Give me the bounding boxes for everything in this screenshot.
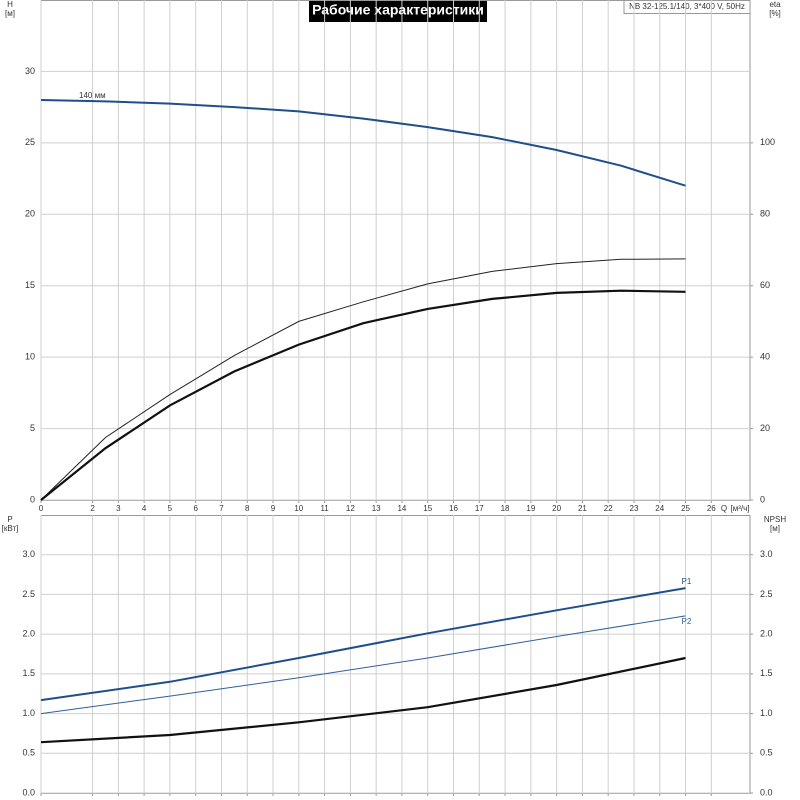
- y2-tick-label: 0.0: [760, 787, 773, 797]
- series-line: [40, 615, 686, 715]
- x-tick-label: 6: [193, 504, 198, 513]
- y-tick-label: 1.0: [22, 708, 35, 718]
- y-axis-unit: [кВт]: [2, 524, 19, 533]
- y2-tick-label: 3.0: [760, 549, 773, 559]
- series-line: [40, 99, 686, 187]
- y-tick-label: 2.5: [22, 589, 35, 599]
- y2-axis-unit: [м]: [770, 524, 780, 533]
- x-tick-label: 8: [245, 504, 250, 513]
- y-tick-label: 15: [25, 280, 35, 290]
- series-label: P1: [682, 577, 692, 586]
- y-tick-label: 3.0: [22, 549, 35, 559]
- y2-axis-label: eta: [769, 0, 781, 9]
- y-tick-label: 2.0: [22, 629, 35, 639]
- series-line: [40, 289, 686, 501]
- plot-frame: [40, 0, 751, 501]
- series-line: [40, 587, 686, 702]
- x-tick-label: 21: [578, 504, 587, 513]
- legend-text: NB 32-125.1/140, 3*400 V, 50Hz: [629, 2, 745, 11]
- y2-tick-label: 60: [760, 280, 770, 290]
- x-tick-label: 18: [501, 504, 510, 513]
- y-axis-label: H: [7, 0, 13, 9]
- x-tick-label: 13: [372, 504, 381, 513]
- y2-axis-unit: [%]: [769, 9, 781, 18]
- y-tick-label: 0: [30, 494, 35, 504]
- y2-tick-label: 2.0: [760, 629, 773, 639]
- plot-frame: [40, 515, 751, 794]
- y-axis-unit: [м]: [5, 9, 15, 18]
- y2-tick-label: 2.5: [760, 589, 773, 599]
- y2-tick-label: 0.5: [760, 748, 773, 758]
- y2-tick-label: 1.5: [760, 668, 773, 678]
- y2-tick-label: 1.0: [760, 708, 773, 718]
- x-tick-label: 23: [630, 504, 639, 513]
- x-tick-label: 0: [39, 504, 44, 513]
- y-tick-label: 1.5: [22, 668, 35, 678]
- y-tick-label: 30: [25, 66, 35, 76]
- y2-axis-label: NPSH: [764, 515, 786, 524]
- y2-tick-label: 100: [760, 137, 775, 147]
- x-tick-label: 25: [681, 504, 690, 513]
- x-tick-label: 11: [320, 504, 329, 513]
- y2-tick-label: 0: [760, 494, 765, 504]
- y-tick-label: 25: [25, 137, 35, 147]
- y2-tick-label: 20: [760, 423, 770, 433]
- title-box: [309, 0, 487, 22]
- y-tick-label: 5: [30, 423, 35, 433]
- x-axis-label: Q: [721, 504, 727, 513]
- y-tick-label: 20: [25, 209, 35, 219]
- y-tick-label: 10: [25, 352, 35, 362]
- x-tick-label: 10: [294, 504, 303, 513]
- x-tick-label: 17: [475, 504, 484, 513]
- x-tick-label: 20: [552, 504, 561, 513]
- y2-tick-label: 80: [760, 209, 770, 219]
- chart-title: Рабочие характеристики: [312, 2, 484, 18]
- y-axis-label: P: [7, 515, 12, 524]
- x-tick-label: 12: [346, 504, 355, 513]
- series-line: [40, 656, 686, 744]
- x-tick-label: 22: [604, 504, 613, 513]
- y-tick-label: 0.5: [22, 748, 35, 758]
- x-tick-label: 26: [707, 504, 716, 513]
- y-tick-label: 0.0: [22, 787, 35, 797]
- x-tick-label: 19: [526, 504, 535, 513]
- x-tick-label: 2: [90, 504, 95, 513]
- x-tick-label: 3: [116, 504, 121, 513]
- series-line: [40, 258, 686, 501]
- x-tick-label: 5: [168, 504, 173, 513]
- x-tick-label: 15: [423, 504, 432, 513]
- x-tick-label: 16: [449, 504, 458, 513]
- x-tick-label: 24: [655, 504, 664, 513]
- x-tick-label: 14: [397, 504, 406, 513]
- x-tick-label: 4: [142, 504, 147, 513]
- y2-tick-label: 40: [760, 352, 770, 362]
- series-label: P2: [682, 617, 692, 626]
- x-axis-unit: [м³/ч]: [731, 504, 750, 513]
- x-tick-label: 9: [271, 504, 276, 513]
- x-tick-label: 7: [219, 504, 224, 513]
